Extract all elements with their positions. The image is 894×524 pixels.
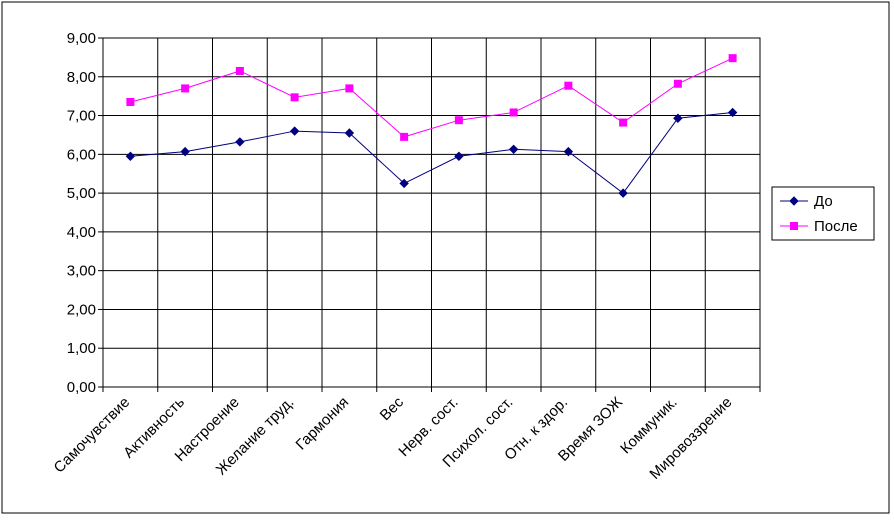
data-point	[180, 146, 190, 157]
data-point	[235, 137, 245, 147]
y-axis-tick-labels: 0,00 1,00 2,00 3,00 4,00 5,00 6,00 7,00 8,00 9,00	[67, 30, 96, 396]
data-point	[126, 97, 135, 106]
plot-area	[102, 37, 761, 388]
data-point	[125, 151, 136, 161]
y-tick-label: 0,00	[67, 379, 96, 396]
legend-marker	[789, 196, 799, 206]
data-point	[235, 66, 244, 75]
chart-frame	[1, 1, 890, 514]
y-tick-label: 2,00	[67, 301, 96, 318]
data-point	[454, 151, 464, 161]
y-tick-label: 4,00	[67, 224, 96, 241]
y-tick-label: 5,00	[67, 185, 96, 202]
data-point	[727, 107, 738, 118]
data-point	[673, 113, 683, 123]
legend-label: После	[814, 218, 858, 235]
data-point	[290, 93, 299, 102]
data-point	[728, 54, 737, 63]
legend-label: До	[814, 193, 833, 210]
data-point	[181, 84, 190, 93]
data-point	[619, 118, 628, 127]
series-line	[130, 111, 733, 194]
data-point	[289, 126, 300, 136]
y-tick-label: 6,00	[67, 146, 96, 163]
legend-box	[771, 186, 875, 241]
y-tick-label: 9,00	[67, 30, 96, 47]
legend-item: До	[780, 193, 833, 210]
legend: До После	[771, 186, 875, 241]
y-tick-label: 7,00	[67, 108, 96, 125]
data-point	[508, 144, 519, 154]
data-point	[345, 84, 354, 93]
series-2	[126, 54, 737, 141]
data-point	[400, 132, 409, 141]
data-point	[399, 178, 409, 189]
y-tick-label: 8,00	[67, 69, 96, 86]
series-1	[125, 107, 738, 198]
series-layer	[125, 54, 738, 198]
y-tick-label: 1,00	[67, 340, 96, 357]
data-point	[563, 146, 574, 157]
legend-item: После	[780, 218, 858, 235]
data-point	[454, 116, 463, 125]
data-point	[673, 79, 682, 88]
legend-marker	[790, 222, 798, 230]
y-tick-label: 3,00	[67, 263, 96, 280]
data-point	[344, 128, 355, 138]
data-point	[509, 108, 518, 117]
series-line	[130, 57, 733, 138]
data-point	[618, 188, 628, 198]
data-point	[564, 81, 573, 90]
